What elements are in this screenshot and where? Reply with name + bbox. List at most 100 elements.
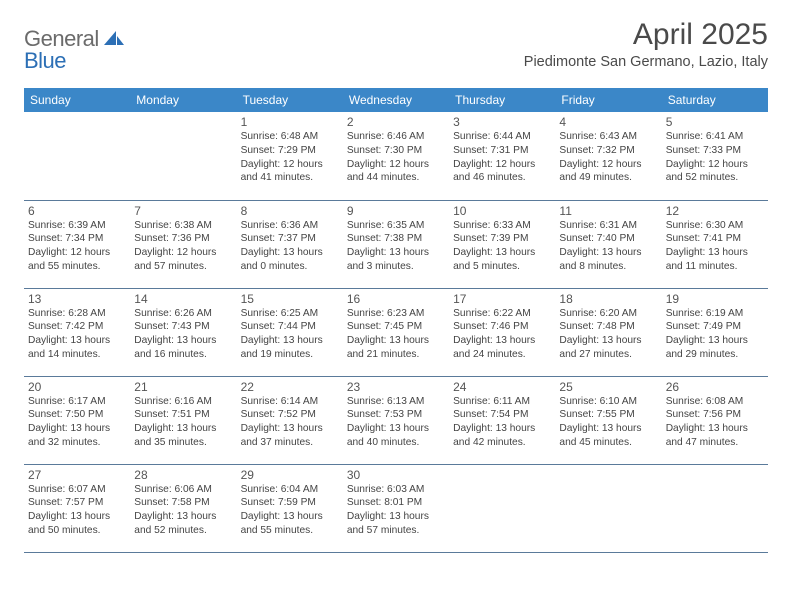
calendar-day-cell: 21Sunrise: 6:16 AMSunset: 7:51 PMDayligh… <box>130 376 236 464</box>
day-info: Sunrise: 6:20 AMSunset: 7:48 PMDaylight:… <box>559 307 657 362</box>
day-info: Sunrise: 6:11 AMSunset: 7:54 PMDaylight:… <box>453 395 551 450</box>
day-number: 4 <box>559 115 657 129</box>
location: Piedimonte San Germano, Lazio, Italy <box>524 54 768 70</box>
calendar-day-cell: 3Sunrise: 6:44 AMSunset: 7:31 PMDaylight… <box>449 112 555 200</box>
day-info: Sunrise: 6:14 AMSunset: 7:52 PMDaylight:… <box>241 395 339 450</box>
day-info: Sunrise: 6:17 AMSunset: 7:50 PMDaylight:… <box>28 395 126 450</box>
day-info: Sunrise: 6:04 AMSunset: 7:59 PMDaylight:… <box>241 483 339 538</box>
calendar-day-cell: 19Sunrise: 6:19 AMSunset: 7:49 PMDayligh… <box>662 288 768 376</box>
day-number: 12 <box>666 204 764 218</box>
calendar-day-cell <box>555 464 661 552</box>
calendar-week-row: 27Sunrise: 6:07 AMSunset: 7:57 PMDayligh… <box>24 464 768 552</box>
day-number: 13 <box>28 292 126 306</box>
day-info: Sunrise: 6:16 AMSunset: 7:51 PMDaylight:… <box>134 395 232 450</box>
day-number: 18 <box>559 292 657 306</box>
weekday-header: Monday <box>130 88 236 112</box>
calendar-week-row: 6Sunrise: 6:39 AMSunset: 7:34 PMDaylight… <box>24 200 768 288</box>
day-number: 11 <box>559 204 657 218</box>
day-info: Sunrise: 6:48 AMSunset: 7:29 PMDaylight:… <box>241 130 339 185</box>
calendar-day-cell: 6Sunrise: 6:39 AMSunset: 7:34 PMDaylight… <box>24 200 130 288</box>
header: General April 2025 Piedimonte San German… <box>24 18 768 70</box>
calendar-day-cell: 18Sunrise: 6:20 AMSunset: 7:48 PMDayligh… <box>555 288 661 376</box>
day-info: Sunrise: 6:22 AMSunset: 7:46 PMDaylight:… <box>453 307 551 362</box>
calendar-week-row: 20Sunrise: 6:17 AMSunset: 7:50 PMDayligh… <box>24 376 768 464</box>
calendar-head: SundayMondayTuesdayWednesdayThursdayFrid… <box>24 88 768 112</box>
day-info: Sunrise: 6:30 AMSunset: 7:41 PMDaylight:… <box>666 219 764 274</box>
weekday-header: Tuesday <box>237 88 343 112</box>
calendar-day-cell: 27Sunrise: 6:07 AMSunset: 7:57 PMDayligh… <box>24 464 130 552</box>
weekday-header: Friday <box>555 88 661 112</box>
day-number: 22 <box>241 380 339 394</box>
day-number: 14 <box>134 292 232 306</box>
day-info: Sunrise: 6:43 AMSunset: 7:32 PMDaylight:… <box>559 130 657 185</box>
calendar-day-cell: 4Sunrise: 6:43 AMSunset: 7:32 PMDaylight… <box>555 112 661 200</box>
calendar-table: SundayMondayTuesdayWednesdayThursdayFrid… <box>24 88 768 553</box>
calendar-day-cell: 23Sunrise: 6:13 AMSunset: 7:53 PMDayligh… <box>343 376 449 464</box>
day-number: 2 <box>347 115 445 129</box>
day-number: 1 <box>241 115 339 129</box>
calendar-day-cell: 8Sunrise: 6:36 AMSunset: 7:37 PMDaylight… <box>237 200 343 288</box>
calendar-day-cell: 20Sunrise: 6:17 AMSunset: 7:50 PMDayligh… <box>24 376 130 464</box>
weekday-row: SundayMondayTuesdayWednesdayThursdayFrid… <box>24 88 768 112</box>
calendar-day-cell: 2Sunrise: 6:46 AMSunset: 7:30 PMDaylight… <box>343 112 449 200</box>
day-info: Sunrise: 6:33 AMSunset: 7:39 PMDaylight:… <box>453 219 551 274</box>
calendar-day-cell: 10Sunrise: 6:33 AMSunset: 7:39 PMDayligh… <box>449 200 555 288</box>
day-info: Sunrise: 6:10 AMSunset: 7:55 PMDaylight:… <box>559 395 657 450</box>
calendar-day-cell: 25Sunrise: 6:10 AMSunset: 7:55 PMDayligh… <box>555 376 661 464</box>
calendar-day-cell: 14Sunrise: 6:26 AMSunset: 7:43 PMDayligh… <box>130 288 236 376</box>
calendar-day-cell: 13Sunrise: 6:28 AMSunset: 7:42 PMDayligh… <box>24 288 130 376</box>
day-info: Sunrise: 6:25 AMSunset: 7:44 PMDaylight:… <box>241 307 339 362</box>
day-number: 21 <box>134 380 232 394</box>
day-number: 23 <box>347 380 445 394</box>
title-block: April 2025 Piedimonte San Germano, Lazio… <box>524 18 768 70</box>
calendar-day-cell: 11Sunrise: 6:31 AMSunset: 7:40 PMDayligh… <box>555 200 661 288</box>
day-number: 10 <box>453 204 551 218</box>
day-number: 26 <box>666 380 764 394</box>
day-number: 9 <box>347 204 445 218</box>
logo-text-blue: Blue <box>24 48 66 73</box>
day-number: 29 <box>241 468 339 482</box>
logo-sail-icon <box>104 29 124 50</box>
calendar-week-row: 13Sunrise: 6:28 AMSunset: 7:42 PMDayligh… <box>24 288 768 376</box>
calendar-day-cell: 1Sunrise: 6:48 AMSunset: 7:29 PMDaylight… <box>237 112 343 200</box>
calendar-day-cell: 12Sunrise: 6:30 AMSunset: 7:41 PMDayligh… <box>662 200 768 288</box>
day-number: 5 <box>666 115 764 129</box>
month-title: April 2025 <box>524 18 768 52</box>
day-number: 3 <box>453 115 551 129</box>
day-info: Sunrise: 6:46 AMSunset: 7:30 PMDaylight:… <box>347 130 445 185</box>
day-number: 16 <box>347 292 445 306</box>
day-info: Sunrise: 6:31 AMSunset: 7:40 PMDaylight:… <box>559 219 657 274</box>
calendar-day-cell <box>662 464 768 552</box>
day-info: Sunrise: 6:03 AMSunset: 8:01 PMDaylight:… <box>347 483 445 538</box>
day-number: 24 <box>453 380 551 394</box>
day-info: Sunrise: 6:07 AMSunset: 7:57 PMDaylight:… <box>28 483 126 538</box>
day-info: Sunrise: 6:35 AMSunset: 7:38 PMDaylight:… <box>347 219 445 274</box>
day-number: 19 <box>666 292 764 306</box>
day-number: 15 <box>241 292 339 306</box>
day-number: 20 <box>28 380 126 394</box>
day-number: 28 <box>134 468 232 482</box>
calendar-day-cell <box>24 112 130 200</box>
day-info: Sunrise: 6:26 AMSunset: 7:43 PMDaylight:… <box>134 307 232 362</box>
day-info: Sunrise: 6:23 AMSunset: 7:45 PMDaylight:… <box>347 307 445 362</box>
day-number: 30 <box>347 468 445 482</box>
day-number: 7 <box>134 204 232 218</box>
day-info: Sunrise: 6:41 AMSunset: 7:33 PMDaylight:… <box>666 130 764 185</box>
day-info: Sunrise: 6:39 AMSunset: 7:34 PMDaylight:… <box>28 219 126 274</box>
calendar-day-cell: 29Sunrise: 6:04 AMSunset: 7:59 PMDayligh… <box>237 464 343 552</box>
day-info: Sunrise: 6:13 AMSunset: 7:53 PMDaylight:… <box>347 395 445 450</box>
weekday-header: Thursday <box>449 88 555 112</box>
weekday-header: Wednesday <box>343 88 449 112</box>
day-info: Sunrise: 6:19 AMSunset: 7:49 PMDaylight:… <box>666 307 764 362</box>
weekday-header: Saturday <box>662 88 768 112</box>
day-number: 8 <box>241 204 339 218</box>
calendar-day-cell: 22Sunrise: 6:14 AMSunset: 7:52 PMDayligh… <box>237 376 343 464</box>
calendar-day-cell: 9Sunrise: 6:35 AMSunset: 7:38 PMDaylight… <box>343 200 449 288</box>
day-info: Sunrise: 6:08 AMSunset: 7:56 PMDaylight:… <box>666 395 764 450</box>
logo-text-blue-wrap: Blue <box>24 48 66 74</box>
calendar-day-cell: 7Sunrise: 6:38 AMSunset: 7:36 PMDaylight… <box>130 200 236 288</box>
day-number: 17 <box>453 292 551 306</box>
calendar-day-cell: 24Sunrise: 6:11 AMSunset: 7:54 PMDayligh… <box>449 376 555 464</box>
calendar-week-row: 1Sunrise: 6:48 AMSunset: 7:29 PMDaylight… <box>24 112 768 200</box>
calendar-day-cell <box>130 112 236 200</box>
